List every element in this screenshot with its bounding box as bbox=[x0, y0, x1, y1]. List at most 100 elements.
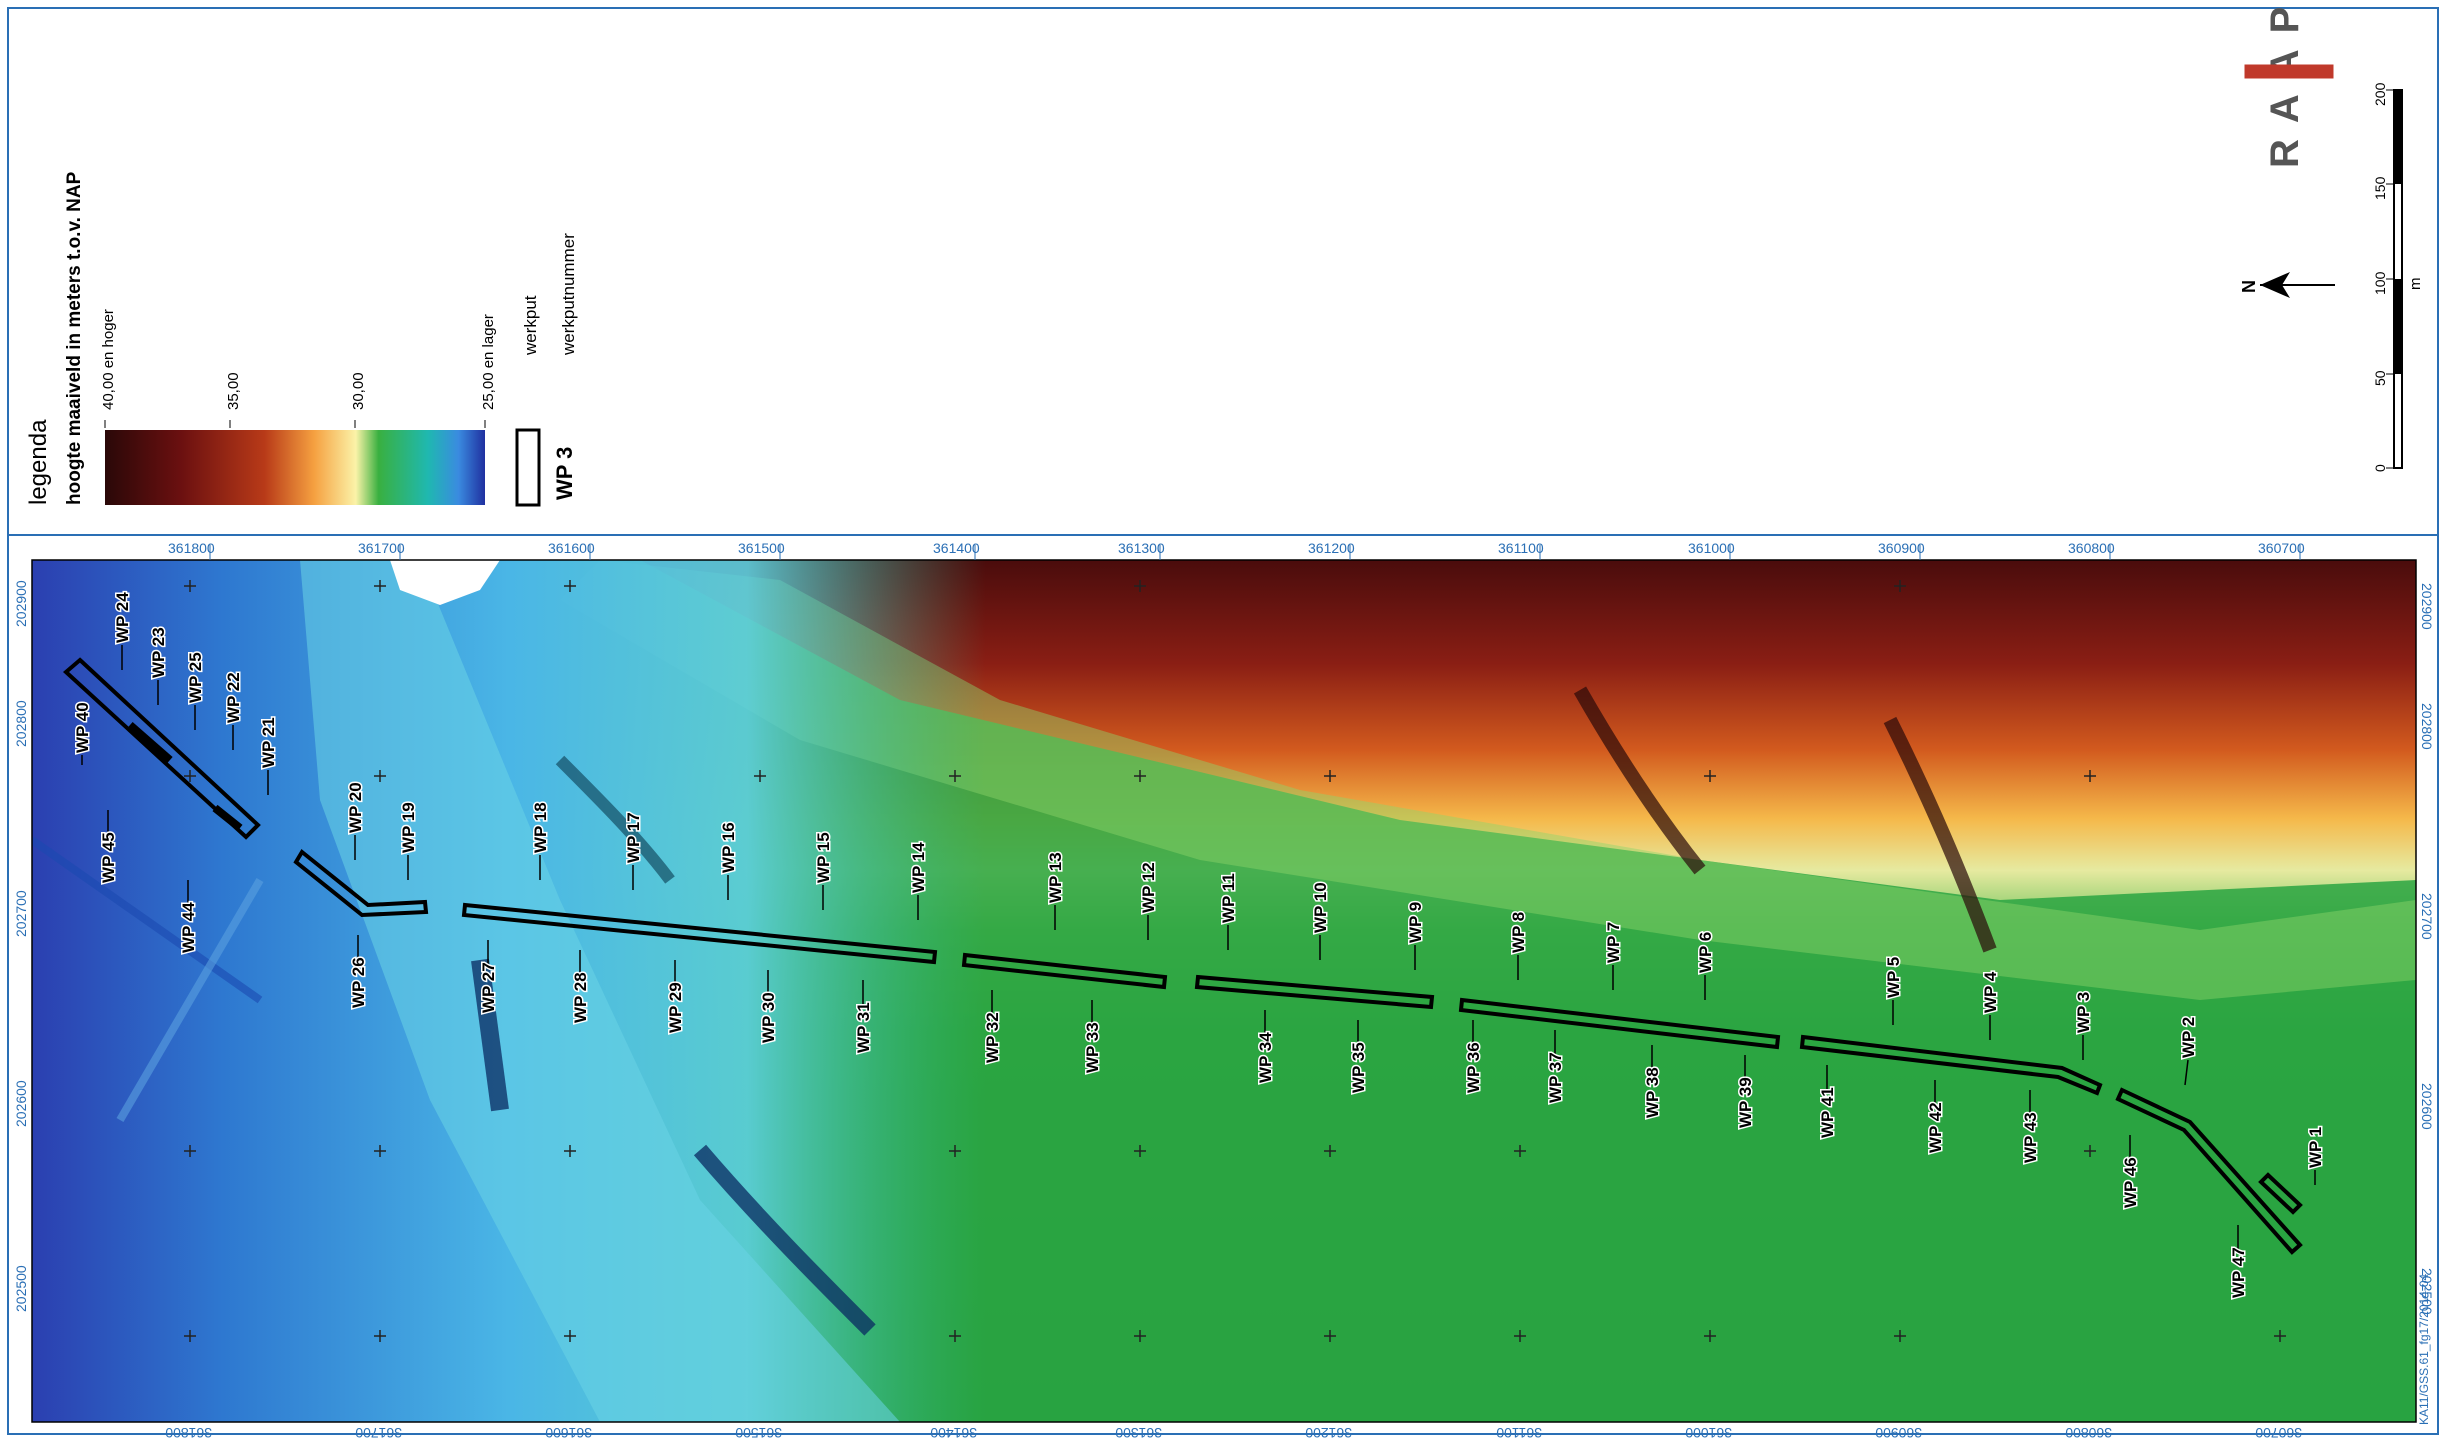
coord-bottom-360700: 360700 bbox=[2255, 1425, 2302, 1441]
coords-top: 361800 361700 361600 361500 361400 361300 3612… bbox=[168, 540, 2305, 560]
trench-wp32-12 bbox=[961, 952, 1168, 990]
coords-bottom: 361800 361700 361600 361500 361400 361300 3612… bbox=[165, 1425, 2302, 1441]
ramp-label-high: 40,00 en hoger bbox=[100, 309, 117, 410]
werkput-label-wp19: WP 19 bbox=[399, 802, 418, 853]
coord-top-361700: 361700 bbox=[358, 540, 405, 556]
werkput-label-wp34: WP 34 bbox=[1256, 1032, 1275, 1083]
coord-bottom-361200: 361200 bbox=[1305, 1425, 1352, 1441]
coord-right-202900: 202900 bbox=[2419, 583, 2435, 630]
coord-top-360800: 360800 bbox=[2068, 540, 2115, 556]
coord-bottom-361800: 361800 bbox=[165, 1425, 212, 1441]
coord-bottom-361300: 361300 bbox=[1115, 1425, 1162, 1441]
ramp-label-35: 35,00 bbox=[225, 372, 242, 410]
trench-wp41-3 bbox=[1799, 1034, 2103, 1096]
ramp-label-30: 30,00 bbox=[350, 372, 367, 410]
scale-tick-100: 100 bbox=[2372, 271, 2388, 295]
werkput-label-wp27: WP 27 bbox=[479, 962, 498, 1013]
coord-left-202600: 202600 bbox=[13, 1080, 29, 1127]
coord-right-202500: 202500 bbox=[2419, 1268, 2435, 1315]
werkput-label-wp1: WP 1 bbox=[2306, 1127, 2325, 1168]
coord-top-361400: 361400 bbox=[933, 540, 980, 556]
coord-left-202900: 202900 bbox=[13, 580, 29, 627]
werkputnummer-label: werkputnummer bbox=[559, 233, 578, 356]
scale-tick-150: 150 bbox=[2372, 176, 2388, 200]
coords-right: 202900 202800 202700 202600 202500 bbox=[2419, 583, 2435, 1315]
werkput-label-wp43: WP 43 bbox=[2021, 1112, 2040, 1163]
coord-top-361100: 361100 bbox=[1498, 540, 1544, 556]
coord-bottom-361600: 361600 bbox=[545, 1425, 592, 1441]
raap-logo-text: RAAP bbox=[2263, 0, 2307, 168]
werkput-label-wp4: WP 4 bbox=[1981, 971, 2000, 1013]
north-label: N bbox=[2239, 280, 2259, 293]
werkput-label-wp40: WP 40 bbox=[73, 702, 92, 753]
trench-wp20-19 bbox=[293, 849, 429, 918]
werkput-label-wp15: WP 15 bbox=[814, 832, 833, 883]
werkput-label-wp24: WP 24 bbox=[113, 592, 132, 643]
elevation-map bbox=[32, 560, 2416, 1422]
coord-bottom-361000: 361000 bbox=[1685, 1425, 1732, 1441]
trench-wp36-39 bbox=[1458, 997, 1781, 1050]
coord-left-202700: 202700 bbox=[13, 890, 29, 937]
trench-wp24-21 bbox=[62, 657, 261, 840]
werkput-label-wp10: WP 10 bbox=[1311, 882, 1330, 933]
ramp-label-low: 25,00 en lager bbox=[480, 314, 497, 410]
coord-left-202800: 202800 bbox=[13, 700, 29, 747]
coord-bottom-361500: 361500 bbox=[735, 1425, 782, 1441]
werkput-label-wp37: WP 37 bbox=[1546, 1052, 1565, 1103]
coord-left-202500: 202500 bbox=[13, 1265, 29, 1312]
werkput-label-wp30: WP 30 bbox=[759, 992, 778, 1043]
werkput-label-wp39: WP 39 bbox=[1736, 1077, 1755, 1128]
werkput-trenches bbox=[62, 657, 2303, 1255]
werkput-label-wp29: WP 29 bbox=[666, 982, 685, 1033]
coord-top-361600: 361600 bbox=[548, 540, 595, 556]
legend: legenda hoogte maaiveld in meters t.o.v.… bbox=[25, 171, 578, 507]
coord-top-361000: 361000 bbox=[1688, 540, 1735, 556]
scale-tick-0: 0 bbox=[2372, 464, 2388, 472]
coord-bottom-361100: 361100 bbox=[1496, 1425, 1542, 1441]
werkput-label-wp7: WP 7 bbox=[1604, 922, 1623, 963]
north-arrow-icon bbox=[2260, 272, 2290, 298]
footer-code: KA11/GSS.61_fg17/2014-04 bbox=[2417, 1273, 2431, 1425]
werkput-label-wp28: WP 28 bbox=[571, 972, 590, 1023]
scale-tick-200: 200 bbox=[2372, 82, 2388, 106]
north-arrow: N bbox=[2239, 272, 2335, 298]
coords-left: 202900 202800 202700 202600 202500 bbox=[13, 580, 29, 1312]
werkput-label-wp20: WP 20 bbox=[346, 782, 365, 833]
werkput-labels: WP 1 WP 2 WP 3 WP 4 WP 5 WP 6 WP 7 WP 8 WP 9 WP 1… bbox=[72, 590, 2327, 1299]
werkput-label-wp47: WP 47 bbox=[2229, 1247, 2248, 1298]
coord-top-361300: 361300 bbox=[1118, 540, 1165, 556]
trench-wp34-9 bbox=[1194, 974, 1435, 1010]
scale-tick-50: 50 bbox=[2372, 370, 2388, 386]
werkput-label-wp3: WP 3 bbox=[2074, 992, 2093, 1033]
sheet-border bbox=[7, 7, 2439, 1435]
werkput-label-wp17: WP 17 bbox=[624, 812, 643, 863]
werkput-label-wp41: WP 41 bbox=[1818, 1087, 1837, 1138]
werkput-label-wp45: WP 45 bbox=[99, 832, 118, 883]
coord-top-360900: 360900 bbox=[1878, 540, 1925, 556]
werkput-label-wp46: WP 46 bbox=[2121, 1157, 2140, 1208]
werkput-label: werkput bbox=[521, 295, 540, 356]
scale-unit: m bbox=[2407, 278, 2424, 291]
werkput-label-wp38: WP 38 bbox=[1643, 1067, 1662, 1118]
werkput-sample-number: WP 3 bbox=[552, 447, 577, 500]
werkput-label-wp21: WP 21 bbox=[259, 717, 278, 768]
coord-right-202700: 202700 bbox=[2419, 893, 2435, 940]
werkput-label-wp9: WP 9 bbox=[1406, 902, 1425, 943]
coord-right-202600: 202600 bbox=[2419, 1083, 2435, 1130]
legend-title: legenda bbox=[25, 419, 52, 505]
werkput-label-wp35: WP 35 bbox=[1349, 1042, 1368, 1093]
coord-bottom-360900: 360900 bbox=[1875, 1425, 1922, 1441]
trench-wp1 bbox=[2258, 1172, 2303, 1215]
grid-crosses bbox=[184, 580, 2286, 1342]
coord-right-202800: 202800 bbox=[2419, 703, 2435, 750]
werkput-label-wp42: WP 42 bbox=[1926, 1102, 1945, 1153]
werkput-label-wp23: WP 23 bbox=[149, 627, 168, 678]
coord-bottom-361400: 361400 bbox=[930, 1425, 977, 1441]
werkput-label-wp25: WP 25 bbox=[186, 652, 205, 703]
werkput-label-wp22: WP 22 bbox=[224, 672, 243, 723]
elevation-ramp bbox=[105, 430, 485, 505]
werkput-label-wp8: WP 8 bbox=[1509, 912, 1528, 953]
coord-bottom-360800: 360800 bbox=[2065, 1425, 2112, 1441]
werkput-label-wp11: WP 11 bbox=[1219, 873, 1238, 923]
